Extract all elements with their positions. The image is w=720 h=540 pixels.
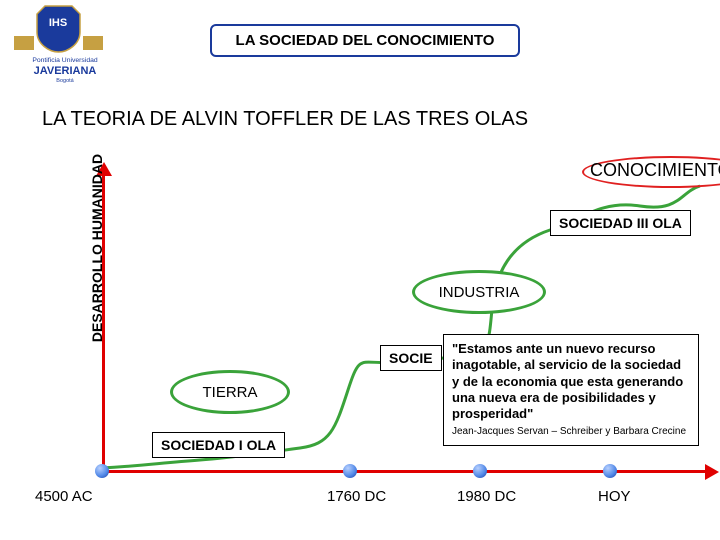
- sociedad-iii-box: SOCIEDAD III OLA: [550, 210, 691, 236]
- tick-dot: [603, 464, 617, 478]
- tick-dot: [95, 464, 109, 478]
- logo-line2: JAVERIANA: [34, 65, 97, 77]
- tick-dot: [343, 464, 357, 478]
- logo-city: Bogotá: [56, 78, 74, 84]
- page-subtitle: LA TEORIA DE ALVIN TOFFLER DE LAS TRES O…: [42, 108, 528, 131]
- university-logo: IHS Pontificia Universidad JAVERIANA Bog…: [10, 4, 120, 84]
- oval-industria-label: INDUSTRIA: [439, 284, 520, 301]
- quote-cite: Jean-Jacques Servan – Schreiber y Barbar…: [452, 426, 690, 439]
- oval-tierra: TIERRA: [170, 370, 290, 414]
- page-title: LA SOCIEDAD DEL CONOCIMIENTO: [210, 24, 520, 57]
- tick-label: HOY: [598, 488, 631, 505]
- logo-line1: Pontificia Universidad: [32, 57, 98, 64]
- quote-box: "Estamos ante un nuevo recurso inagotabl…: [443, 334, 699, 446]
- three-waves-chart: DESARROLLO HUMANIDAD CONOCIMIENTO TIERRA…: [40, 170, 705, 500]
- oval-industria: INDUSTRIA: [412, 270, 546, 314]
- quote-text: "Estamos ante un nuevo recurso inagotabl…: [452, 341, 690, 422]
- tick-label: 1760 DC: [327, 488, 386, 505]
- sociedad-i-box: SOCIEDAD I OLA: [152, 432, 285, 458]
- oval-tierra-label: TIERRA: [202, 384, 257, 401]
- tick-dot: [473, 464, 487, 478]
- sociedad-ii-box: SOCIE: [380, 345, 442, 371]
- tick-label: 4500 AC: [35, 488, 93, 505]
- x-axis: [100, 470, 710, 473]
- tick-label: 1980 DC: [457, 488, 516, 505]
- label-conocimiento: CONOCIMIENTO: [590, 160, 720, 181]
- svg-text:IHS: IHS: [49, 17, 67, 29]
